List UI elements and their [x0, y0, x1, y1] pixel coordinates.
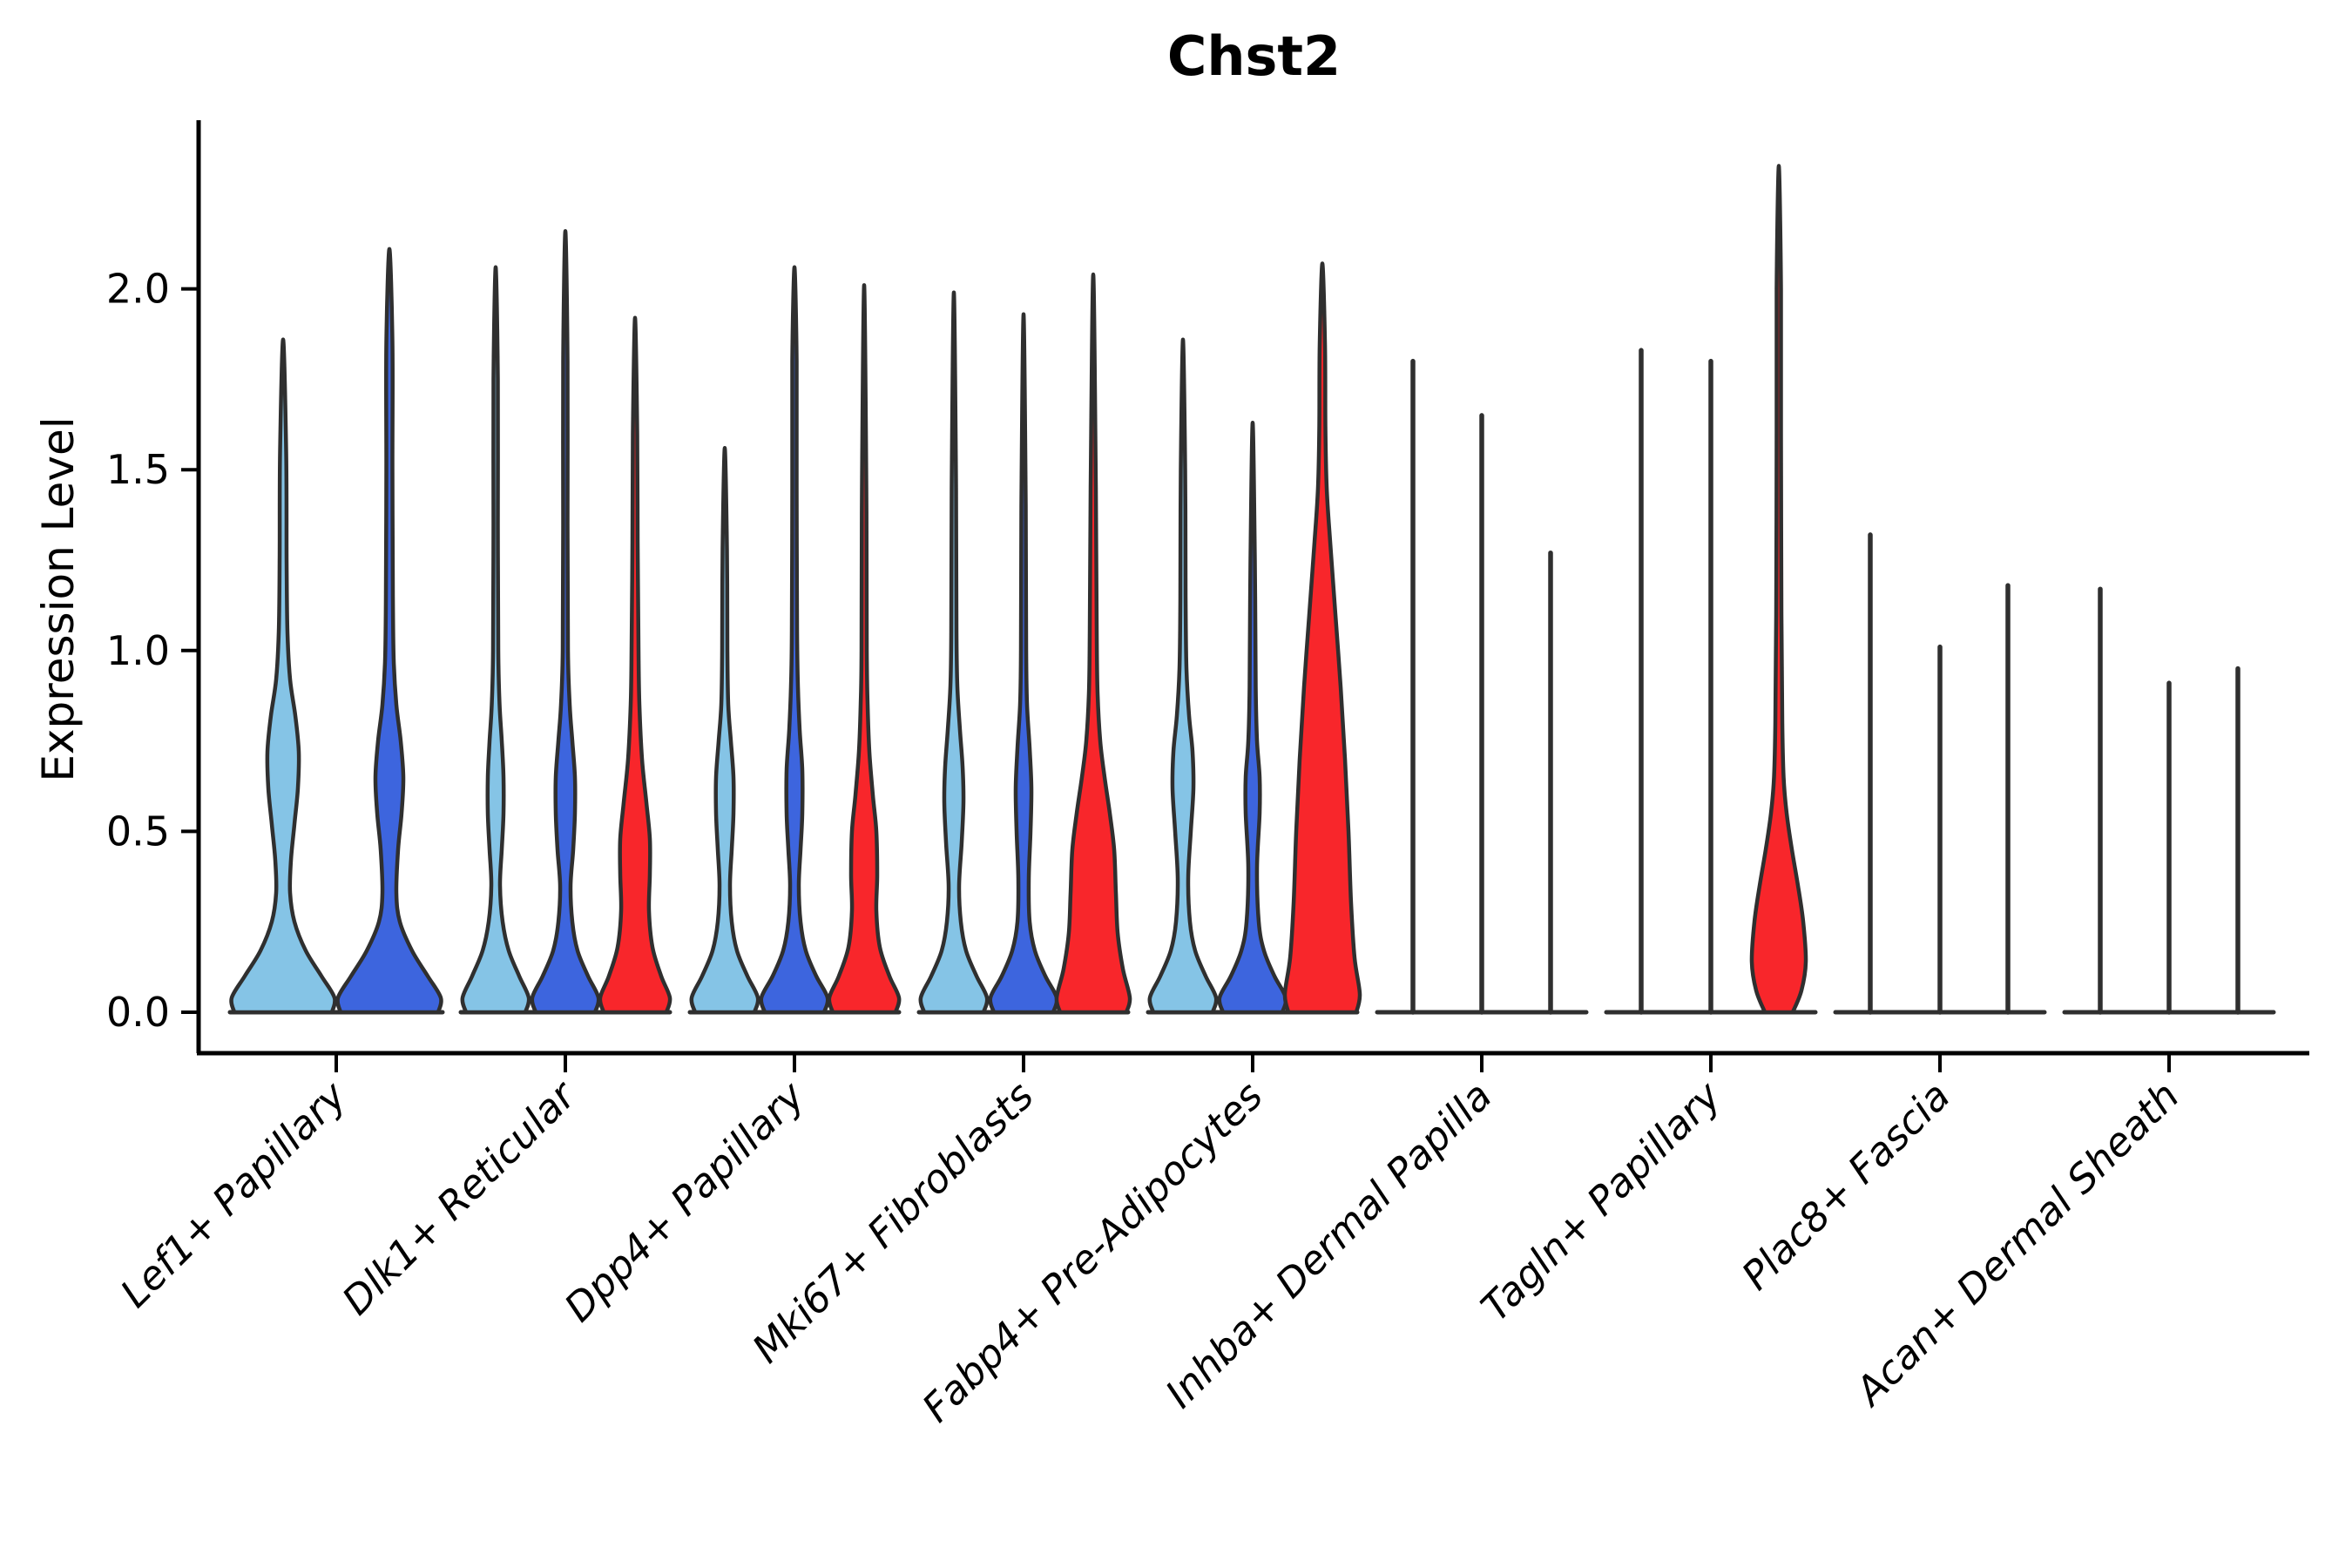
violin-lightblue — [229, 337, 337, 1015]
violin-lightblue — [460, 265, 531, 1015]
x-tick-label: Lef1+ Papillary — [112, 1071, 356, 1316]
plot-title: Chst2 — [1166, 24, 1342, 88]
violin-blue — [1217, 420, 1288, 1015]
violin-red — [827, 283, 902, 1015]
violin-lightblue — [918, 290, 990, 1015]
violin-red — [598, 315, 672, 1015]
y-tick-label: 2.0 — [106, 266, 170, 313]
violin-blue — [530, 228, 601, 1015]
y-tick-label: 1.0 — [106, 627, 170, 674]
violin-red — [1282, 261, 1362, 1015]
x-tick-label: Dpp4+ Papillary — [556, 1071, 814, 1330]
violin-red — [1749, 164, 1808, 1015]
y-tick-label: 1.5 — [106, 446, 170, 493]
x-tick-label: Plac8+ Fascia — [1733, 1072, 1959, 1299]
violin-lightblue — [1147, 337, 1219, 1015]
violin-lightblue — [689, 446, 760, 1015]
violin-blue — [759, 265, 830, 1015]
y-tick-label: 0.5 — [106, 808, 170, 855]
x-tick-label: Dlk1+ Reticular — [333, 1071, 585, 1324]
violin-red — [1054, 272, 1132, 1015]
x-tick-label: Tagln+ Papillary — [1472, 1071, 1731, 1330]
y-tick-label: 0.0 — [106, 989, 170, 1036]
violin-blue — [335, 247, 443, 1015]
violin-blue — [988, 312, 1059, 1015]
